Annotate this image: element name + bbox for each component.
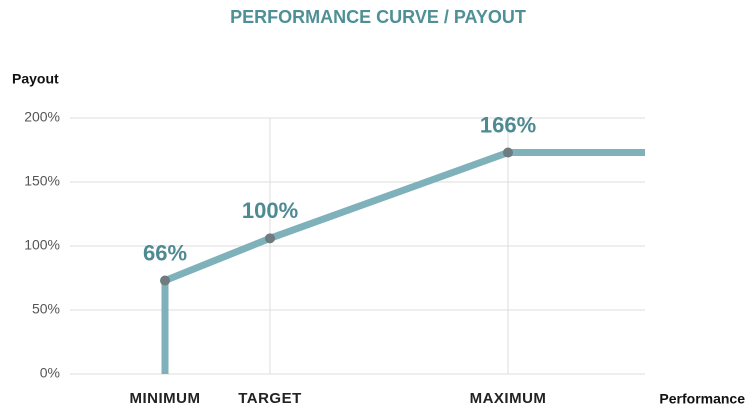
point-label: 100%	[242, 198, 298, 223]
y-tick-label: 0%	[40, 365, 60, 381]
point-label: 166%	[480, 112, 536, 137]
chart-title: PERFORMANCE CURVE / PAYOUT	[230, 7, 526, 27]
point	[503, 147, 513, 158]
x-tick-label: TARGET	[238, 390, 302, 407]
point-label: 66%	[143, 240, 187, 265]
point	[160, 275, 170, 286]
payout-line	[163, 149, 510, 284]
y-axis-label: Payout	[12, 71, 59, 87]
y-tick-label: 100%	[24, 237, 60, 253]
point	[265, 233, 275, 244]
y-tick-label: 50%	[32, 301, 60, 317]
y-tick-label: 200%	[24, 109, 60, 125]
y-tick-label: 150%	[24, 173, 60, 189]
x-tick-label: MINIMUM	[130, 390, 201, 407]
x-axis-label: Performance	[659, 391, 745, 407]
x-tick-label: MAXIMUM	[470, 390, 547, 407]
